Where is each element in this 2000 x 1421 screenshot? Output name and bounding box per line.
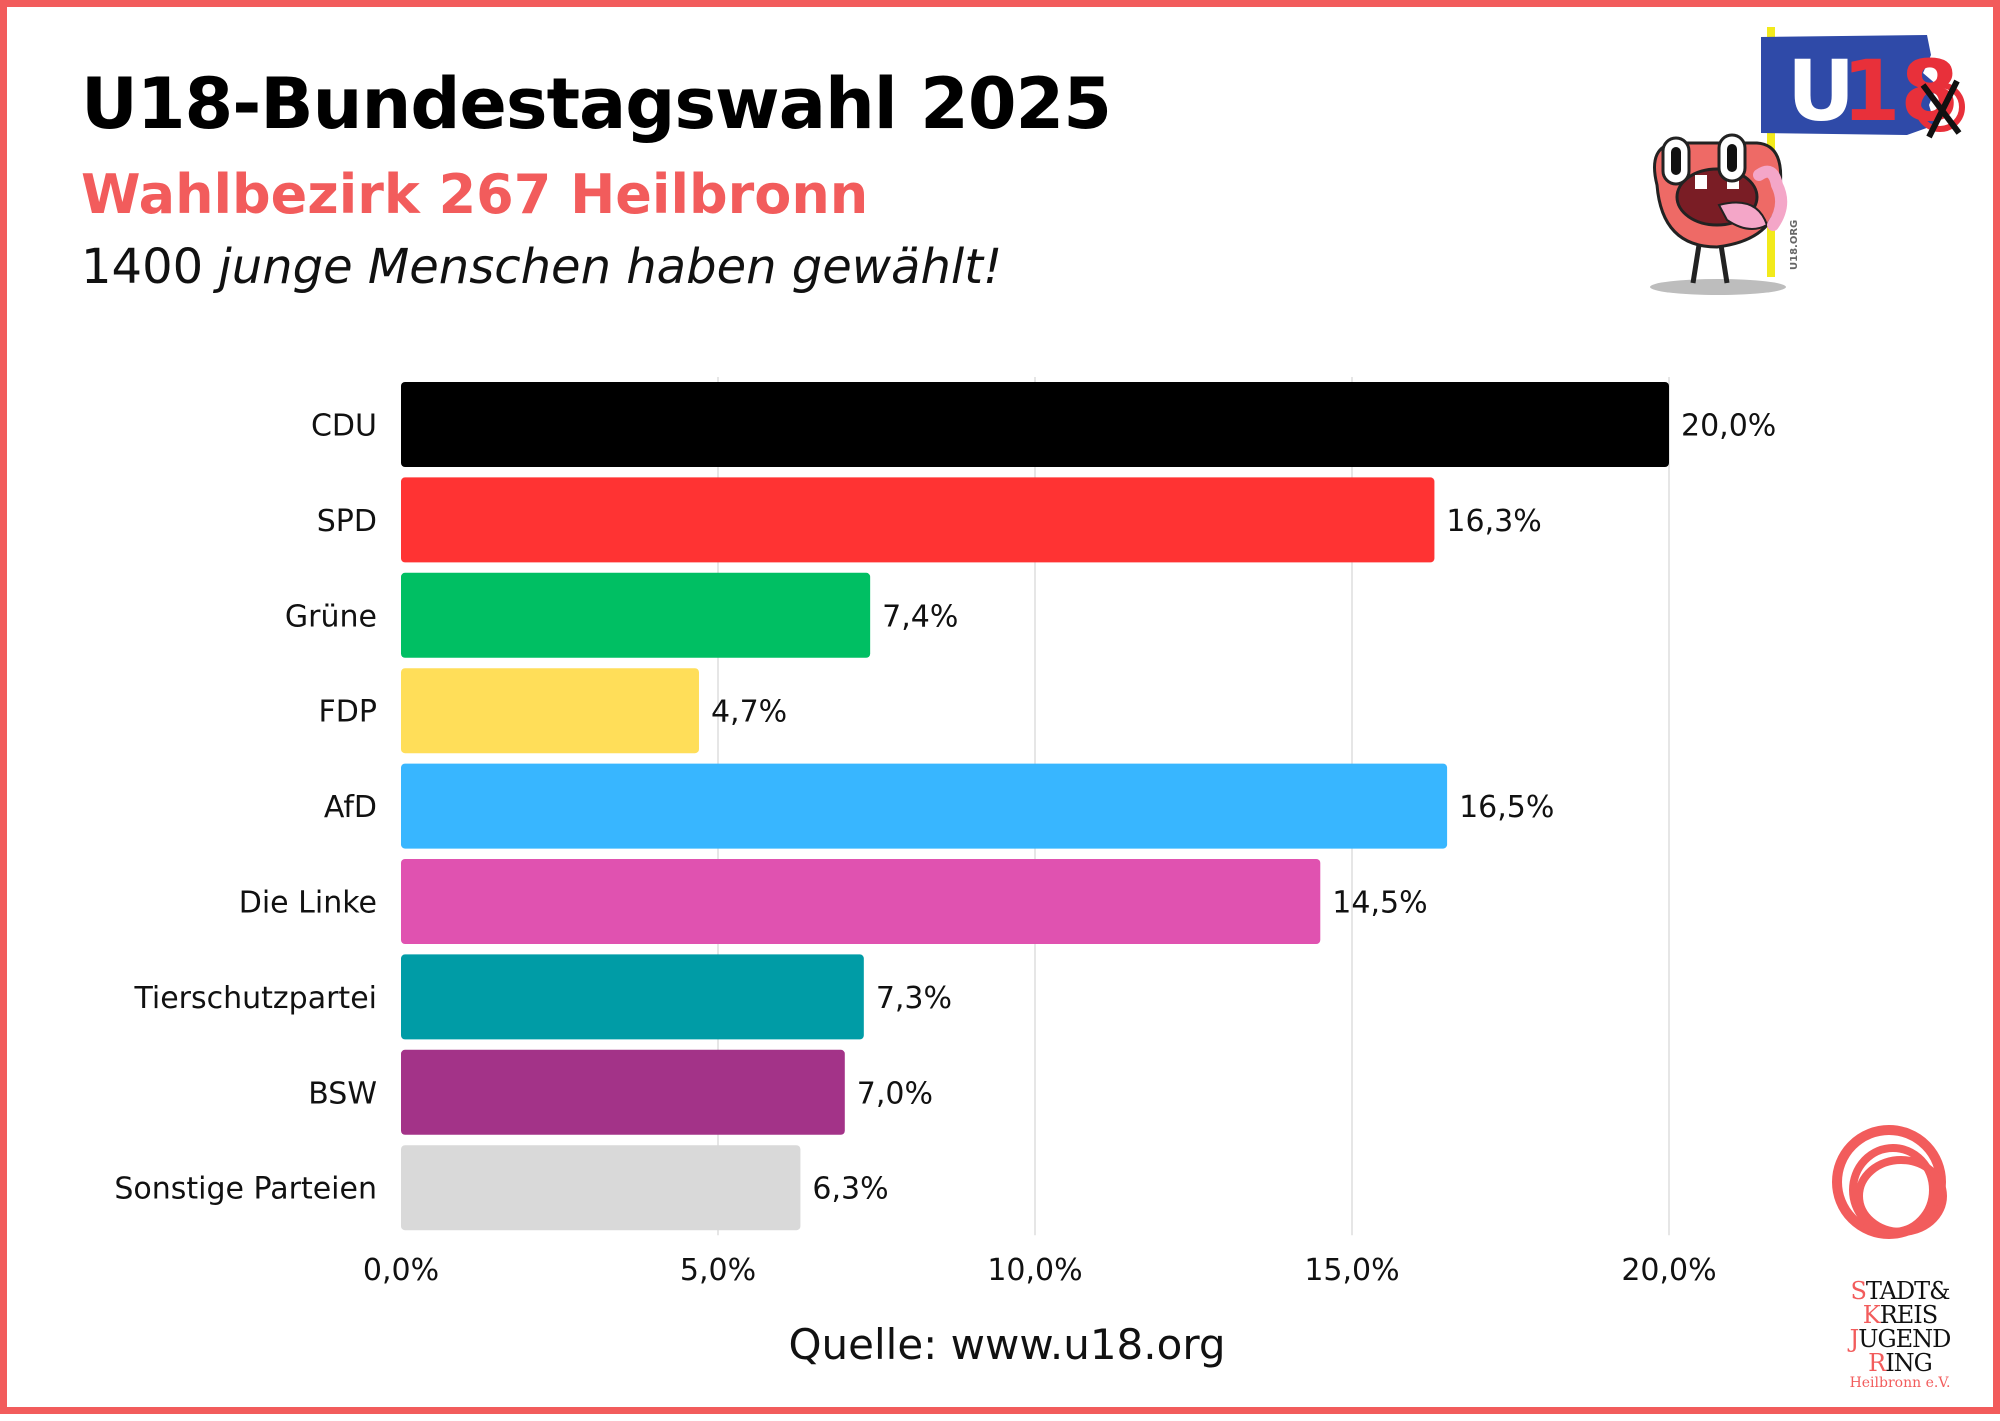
category-label: SPD bbox=[317, 504, 377, 539]
bar bbox=[401, 763, 1448, 849]
ballot-cross-icon bbox=[1920, 79, 1962, 139]
category-label: Tierschutzpartei bbox=[133, 981, 377, 1016]
mascot-pupil-right bbox=[1727, 144, 1737, 172]
mascot-shadow bbox=[1650, 279, 1786, 295]
category-label: BSW bbox=[308, 1076, 377, 1111]
x-axis-ticks: 0,0% 5,0% 10,0% 15,0% 20,0% bbox=[363, 1253, 1717, 1288]
value-label: 14,5% bbox=[1332, 886, 1427, 921]
bar bbox=[401, 477, 1435, 563]
x-tick-label: 5,0% bbox=[680, 1253, 756, 1288]
x-tick-label: 20,0% bbox=[1621, 1253, 1716, 1288]
mascot-arm bbox=[1753, 165, 1788, 231]
bar bbox=[401, 859, 1321, 944]
sjr-line-4: RING bbox=[1868, 1349, 1933, 1377]
x-tick-label: 10,0% bbox=[987, 1253, 1082, 1288]
flag-18-number: 18 bbox=[1842, 42, 1959, 140]
bar-chart: CDU SPD Grüne FDP AfD Die Linke Tierschutzpart… bbox=[114, 377, 1776, 1288]
value-label: 16,3% bbox=[1446, 504, 1541, 539]
bar bbox=[401, 382, 1669, 467]
voter-count-tagline: 1400 junge Menschen haben gewählt! bbox=[81, 239, 1002, 295]
value-label: 4,7% bbox=[711, 695, 787, 730]
sjr-subtitle: Heilbronn e.V. bbox=[1849, 1375, 1951, 1391]
value-label: 7,0% bbox=[857, 1076, 933, 1111]
category-label: CDU bbox=[311, 409, 377, 444]
sjr-wordmark: STADT& KREIS JUGEND RING bbox=[1825, 1279, 1975, 1375]
category-labels: CDU SPD Grüne FDP AfD Die Linke Tierschutzpart… bbox=[114, 409, 377, 1207]
value-label: 20,0% bbox=[1681, 409, 1776, 444]
flag-cloth bbox=[1761, 35, 1937, 135]
mascot-pupil-left bbox=[1671, 147, 1681, 175]
pole-url-text: U18.ORG bbox=[1789, 220, 1800, 270]
value-label: 16,5% bbox=[1459, 790, 1554, 825]
voter-count: 1400 bbox=[81, 239, 204, 295]
category-label: AfD bbox=[324, 790, 377, 825]
mascot-tooth-left bbox=[1695, 175, 1707, 189]
category-label: Sonstige Parteien bbox=[114, 1172, 377, 1207]
tagline-text: junge Menschen haben gewählt! bbox=[218, 239, 1003, 295]
value-label: 7,3% bbox=[876, 981, 952, 1016]
u18-mascot-logo: U 18 U18.ORG bbox=[1650, 27, 1965, 295]
ring-inner bbox=[1855, 1156, 1947, 1236]
x-tick-label: 0,0% bbox=[363, 1253, 439, 1288]
flag-u-letter: U bbox=[1787, 42, 1855, 140]
mascot-leg-left bbox=[1690, 244, 1702, 284]
page-subtitle: Wahlbezirk 267 Heilbronn bbox=[81, 163, 869, 226]
source-note: Quelle: www.u18.org bbox=[788, 1320, 1226, 1369]
category-label: Die Linke bbox=[239, 886, 377, 921]
bar bbox=[401, 572, 871, 658]
mascot-leg-right bbox=[1718, 244, 1730, 284]
value-labels: 20,0% 16,3% 7,4% 4,7% 16,5% 14,5% 7,3% 7,0% 6,3% bbox=[711, 409, 1776, 1207]
bar bbox=[401, 1049, 845, 1135]
value-label: 7,4% bbox=[882, 599, 958, 634]
page-title: U18-Bundestagswahl 2025 bbox=[81, 63, 1112, 145]
sjr-line-1: STADT& bbox=[1850, 1277, 1950, 1305]
category-label: Grüne bbox=[285, 599, 377, 634]
value-label: 6,3% bbox=[812, 1172, 888, 1207]
sjr-line-3: JUGEND bbox=[1849, 1325, 1952, 1353]
bar bbox=[401, 1145, 801, 1231]
ballot-circle bbox=[1915, 82, 1965, 132]
category-label: FDP bbox=[319, 695, 377, 730]
sjr-line-2: KREIS bbox=[1862, 1301, 1938, 1329]
x-tick-label: 15,0% bbox=[1304, 1253, 1399, 1288]
sjr-rings-logo bbox=[1832, 1125, 1947, 1239]
bar bbox=[401, 668, 699, 754]
bar bbox=[401, 954, 864, 1040]
bars bbox=[401, 382, 1669, 1231]
